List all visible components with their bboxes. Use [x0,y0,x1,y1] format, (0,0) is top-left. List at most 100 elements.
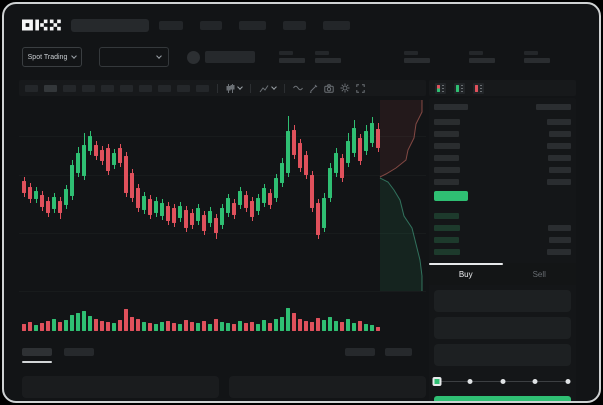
top-nav-bar [4,4,599,40]
chart-settings-button[interactable] [340,83,350,93]
divider [250,83,251,93]
ticker-stat [404,51,430,63]
main-nav [159,20,350,30]
chevron-down-icon [71,53,78,59]
chevron-down-icon [156,53,162,59]
draw-tool-button[interactable] [309,84,318,93]
chevron-down-icon [271,84,277,90]
trading-mode-label: Spot Trading [27,53,68,61]
interval-option[interactable] [196,84,209,92]
trading-mode-dropdown[interactable]: Spot Trading [22,47,82,67]
ask-row[interactable] [434,140,571,152]
last-price-badge[interactable] [434,191,468,201]
indicators-icon [259,84,269,92]
chevron-down-icon [237,84,243,90]
bid-row[interactable] [434,222,571,234]
ask-row[interactable] [434,116,571,128]
volume-bars [19,305,426,331]
divider [284,83,285,93]
chart-tab-active[interactable] [22,348,52,363]
nav-item[interactable] [323,20,350,30]
chart-panel [19,98,426,401]
slider-stop[interactable] [500,379,505,384]
line-tool-button[interactable] [293,84,303,92]
interval-option[interactable] [25,84,38,92]
pencil-icon [309,84,318,93]
nav-item[interactable] [283,20,306,30]
coin-avatar [187,50,200,64]
screenshot-button[interactable] [324,83,334,93]
chart-tab[interactable] [345,348,375,356]
order-book-panel: Buy Sell [429,98,576,401]
chart-toolbar [19,80,576,96]
ask-row[interactable] [434,164,571,176]
market-header: Spot Trading [4,40,599,74]
history-panel-placeholder[interactable] [229,376,426,398]
slider-stop[interactable] [565,379,571,384]
fullscreen-button[interactable] [356,83,365,93]
bottom-panels [19,376,426,398]
price-input[interactable] [434,290,571,312]
pair-selector-dropdown[interactable] [99,47,169,67]
chart-tabs-right [345,348,412,356]
chart-tools [19,80,426,96]
nav-item[interactable] [239,20,266,30]
ticker-stat [279,51,305,63]
ticker-stat [524,51,550,63]
orderbook-toolbar [429,80,576,96]
orderbook-bids-icon[interactable] [454,82,465,94]
active-tab-indicator [429,263,503,265]
pair-name-placeholder [205,51,255,63]
slider-handle[interactable] [432,377,442,386]
orderbook-split-icon[interactable] [435,82,446,94]
gear-icon [340,83,350,93]
interval-option[interactable] [63,84,76,92]
bid-row[interactable] [434,246,571,258]
interval-option[interactable] [120,84,133,92]
interval-option[interactable] [101,84,114,92]
bid-row[interactable] [434,210,571,222]
candle-chart-icon [226,83,235,93]
search-input[interactable] [71,18,149,32]
divider [217,83,218,93]
buy-button[interactable] [434,396,571,401]
indicators-dropdown[interactable] [259,84,277,93]
nav-item[interactable] [159,20,183,30]
slider-stop[interactable] [467,379,473,384]
nav-item[interactable] [200,20,222,30]
total-input[interactable] [434,344,571,366]
ticker-stat [315,51,341,63]
okx-logo-icon [22,19,61,31]
ask-row[interactable] [434,176,571,188]
bid-rows [434,210,571,258]
chart-tab[interactable] [385,348,412,356]
chart-tab[interactable] [64,348,94,363]
chart-bottom-tabs [19,348,426,363]
ticker-stat [469,51,495,63]
trade-tabs: Buy Sell [429,263,576,285]
ticker-stats [279,51,550,63]
depth-chart [379,100,423,291]
tab-buy[interactable]: Buy [458,269,473,279]
slider-stop[interactable] [532,379,538,384]
candlestick-chart[interactable] [19,98,426,295]
amount-slider[interactable] [432,377,571,386]
interval-option[interactable] [158,84,171,92]
wave-icon [293,85,303,91]
chart-type-dropdown[interactable] [226,83,243,93]
interval-option[interactable] [139,84,152,92]
interval-option[interactable] [82,84,95,92]
interval-option[interactable] [177,84,190,92]
expand-icon [356,83,365,93]
tab-sell[interactable]: Sell [532,269,546,279]
ask-row[interactable] [434,152,571,164]
amount-input[interactable] [434,317,571,339]
ask-row[interactable] [434,128,571,140]
orders-panel-placeholder[interactable] [22,376,219,398]
orderbook-asks-icon[interactable] [473,82,484,94]
camera-icon [324,83,334,93]
interval-option-active[interactable] [44,84,57,92]
ask-rows [434,116,571,188]
bid-row[interactable] [434,234,571,246]
